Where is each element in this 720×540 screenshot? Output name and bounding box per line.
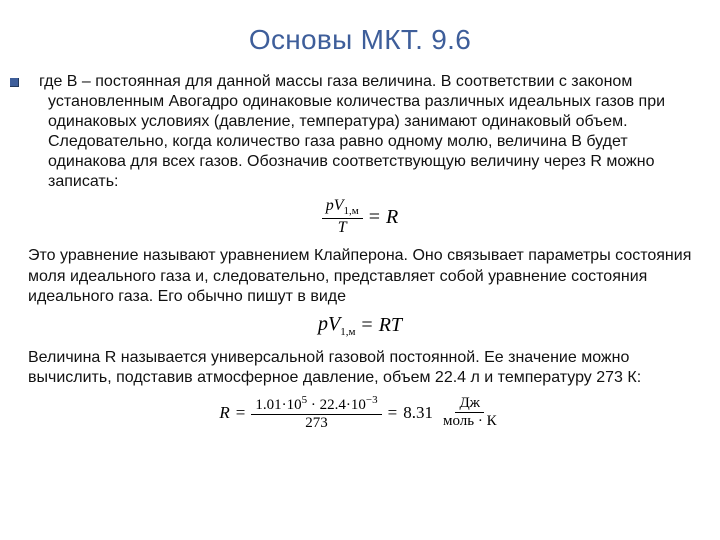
paragraph-1-block: где В – постоянная для данной массы газа… bbox=[28, 72, 692, 192]
equation-1-rhs: R bbox=[386, 206, 398, 229]
equation-2: pV1,м = RT bbox=[28, 313, 692, 338]
equation-3-op1: = bbox=[236, 403, 246, 423]
paragraph-2-text: Это уравнение называют уравнением Клайпе… bbox=[28, 246, 692, 307]
equation-3-result: 8.31 bbox=[403, 403, 433, 423]
equation-3-units: Дж моль · К bbox=[439, 396, 501, 429]
equation-3-op2: = bbox=[388, 403, 398, 423]
paragraph-3-text: Величина R называется универсальной газо… bbox=[28, 348, 692, 389]
bullet-icon bbox=[10, 78, 19, 87]
equation-2-operator: = bbox=[361, 314, 372, 337]
equation-3-unit-num: Дж bbox=[455, 396, 484, 413]
equation-1: pV1,м T = R bbox=[28, 198, 692, 236]
equation-3-denominator: 273 bbox=[301, 415, 332, 431]
slide-title: Основы МКТ. 9.6 bbox=[28, 24, 692, 56]
equation-1-fraction: pV1,м T bbox=[322, 198, 363, 236]
equation-3-numerator: 1.01·105 · 22.4·10−3 bbox=[251, 395, 381, 415]
equation-3-unit-den: моль · К bbox=[439, 413, 501, 429]
equation-3-fraction: 1.01·105 · 22.4·10−3 273 bbox=[251, 395, 381, 431]
equation-1-numerator: pV1,м bbox=[322, 198, 363, 219]
equation-1-operator: = bbox=[369, 206, 380, 229]
equation-3-lhs: R bbox=[219, 403, 229, 423]
slide: Основы МКТ. 9.6 где В – постоянная для д… bbox=[0, 0, 720, 540]
equation-2-lhs: pV1,м bbox=[318, 313, 355, 338]
equation-3: R = 1.01·105 · 22.4·10−3 273 = 8.31 Дж м… bbox=[28, 395, 692, 431]
equation-1-denominator: T bbox=[334, 219, 351, 236]
equation-2-rhs: RT bbox=[379, 314, 402, 337]
paragraph-1-text: где В – постоянная для данной массы газа… bbox=[28, 72, 692, 192]
